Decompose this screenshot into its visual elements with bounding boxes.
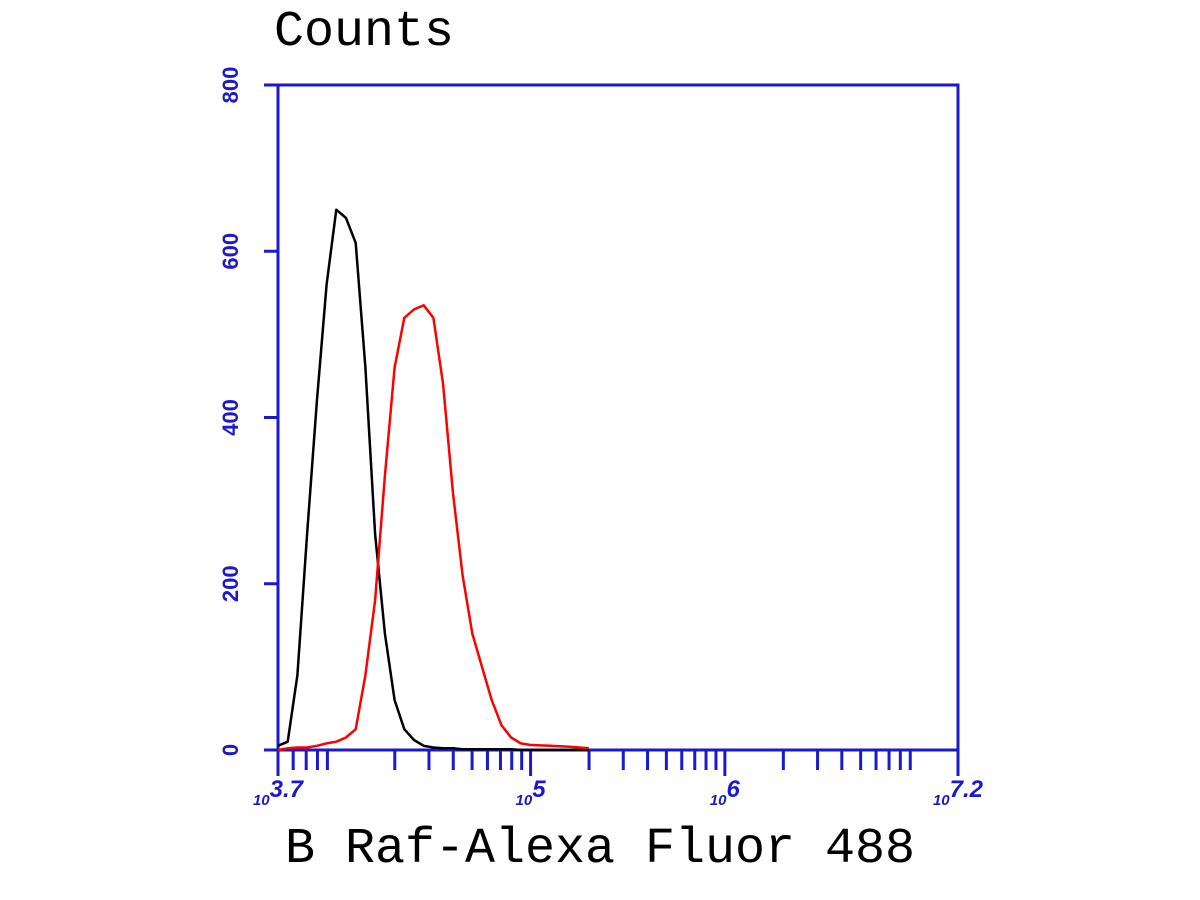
x-axis-label: B Raf-Alexa Fluor 488 bbox=[285, 821, 915, 878]
y-tick-label: 600 bbox=[218, 233, 243, 270]
y-tick-label: 400 bbox=[218, 399, 243, 436]
x-tick-label: 105 bbox=[516, 776, 547, 809]
histogram-line bbox=[277, 208, 589, 752]
histogram-line bbox=[277, 304, 590, 752]
y-tick-label: 200 bbox=[218, 565, 243, 602]
y-tick-label: 800 bbox=[218, 67, 243, 104]
y-tick-label: 0 bbox=[218, 744, 243, 756]
x-tick-label: 106 bbox=[710, 776, 741, 809]
plot-frame bbox=[276, 83, 960, 752]
y-axis-label: Counts bbox=[274, 4, 454, 61]
x-tick-label: 103.7 bbox=[253, 776, 305, 809]
x-tick-label: 107.2 bbox=[933, 776, 984, 809]
